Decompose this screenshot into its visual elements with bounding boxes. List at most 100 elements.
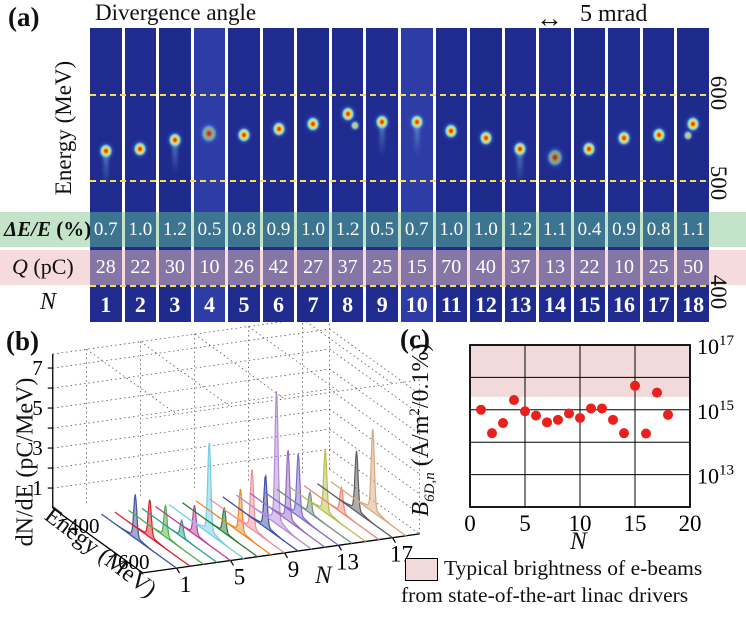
delta-e-value: 0.5 [193, 212, 226, 247]
svg-text:10: 10 [569, 511, 592, 536]
beam-secondary-spot [682, 128, 695, 142]
n-axis-label-b: N [315, 562, 332, 589]
dnde-axis-label: dN/dE (pC/MeV) [12, 377, 39, 547]
beam-image-column: 1.2 30 3 [159, 28, 191, 322]
beam-image-column: 1.2 37 8 [331, 28, 364, 322]
charge-value: 28 [90, 250, 122, 285]
beam-tail [103, 155, 109, 186]
brightness-axis-symbol: B [408, 501, 435, 517]
shot-number-row-label: N [40, 289, 57, 315]
beam-spot [96, 141, 115, 162]
svg-text:9: 9 [288, 557, 300, 582]
beam-spot [511, 139, 530, 160]
charge-value: 27 [297, 250, 329, 285]
shot-number-value: 14 [543, 292, 566, 317]
beam-image-column: 0.9 10 16 [608, 28, 640, 322]
delta-e-value: 1.1 [677, 212, 709, 247]
delta-e-value: 0.7 [400, 212, 433, 247]
beam-image-column: 0.5 10 4 [193, 28, 226, 322]
svg-text:1: 1 [32, 476, 43, 500]
beam-spot [131, 139, 150, 160]
panel-a-label: (a) [8, 2, 40, 32]
divergence-angle-title: Divergence angle [95, 0, 257, 25]
svg-text:15: 15 [624, 511, 647, 536]
delta-e-value: 1.0 [124, 212, 157, 247]
delta-e-value: 1.1 [539, 212, 571, 247]
beam-spot [649, 124, 668, 145]
beam-image-column: 0.7 28 1 [90, 28, 122, 322]
svg-text:5: 5 [234, 565, 246, 590]
beam-image-column: 1.1 50 18 [677, 28, 709, 322]
energy-axis-label: Energy (MeV) [51, 60, 76, 196]
delta-e-value: 1.0 [470, 212, 502, 247]
shot-number-value: 12 [474, 292, 497, 317]
beam-spot [198, 121, 221, 147]
shot-number-value: 3 [169, 292, 181, 317]
charge-value: 15 [400, 250, 433, 285]
delta-e-value: 1.0 [435, 212, 468, 247]
svg-text:400: 400 [68, 514, 100, 538]
beam-image-column: 1.0 40 12 [470, 28, 502, 322]
svg-text:1013: 1013 [697, 463, 734, 489]
charge-value: 50 [677, 250, 709, 285]
svg-text:20: 20 [679, 511, 702, 536]
beam-image-column: 0.7 15 10 [400, 28, 433, 322]
shot-number-value: 11 [440, 292, 462, 317]
delta-e-value: 0.8 [228, 212, 260, 247]
delta-e-value: 1.2 [504, 212, 537, 247]
charge-row-label: Q (pC) [12, 254, 74, 280]
charge-value: 25 [366, 250, 398, 285]
energy-line-600 [90, 94, 710, 96]
beam-image-column: 1.2 37 13 [504, 28, 537, 322]
beam-spot [615, 128, 634, 149]
delta-e-value: 0.4 [573, 212, 606, 247]
beam-spot [165, 130, 184, 151]
beam-spot [269, 119, 288, 140]
shot-number-value: 16 [613, 292, 636, 317]
legend-text-line1: Typical brightness of e-beams [444, 556, 703, 580]
beam-spot [407, 111, 426, 132]
charge-row-label-unit: (pC) [27, 254, 74, 279]
shot-number-value: 5 [238, 292, 250, 317]
svg-text:1: 1 [180, 572, 192, 597]
brightness-axis-unit-1: (A/m [408, 415, 435, 473]
svg-text:0: 0 [464, 511, 476, 536]
beam-spot [476, 128, 495, 149]
shot-number-value: 2 [134, 292, 146, 317]
charge-value: 30 [159, 250, 191, 285]
beam-image-column: 0.4 22 15 [573, 28, 606, 322]
beam-spot [234, 124, 253, 145]
shot-number-value: 9 [376, 292, 388, 317]
charge-value: 10 [193, 250, 226, 285]
panel-b-label: (b) [6, 326, 39, 356]
legend-swatch [405, 558, 438, 581]
beam-spot [442, 121, 461, 142]
svg-text:7: 7 [32, 356, 43, 380]
shot-number-value: 13 [509, 292, 532, 317]
delta-e-row-label: ΔE/E (%) [4, 217, 91, 242]
charge-value: 25 [642, 250, 675, 285]
charge-value: 22 [124, 250, 157, 285]
delta-e-value: 1.2 [331, 212, 364, 247]
beam-spot [304, 113, 323, 134]
beam-image-column: 1.0 27 7 [297, 28, 329, 322]
beam-tail [379, 125, 385, 156]
energy-tick-500: 500 [706, 165, 731, 201]
delta-e-value: 0.8 [642, 212, 675, 247]
beam-spot [543, 144, 566, 170]
svg-text:1017: 1017 [697, 333, 735, 359]
delta-e-value: 1.0 [297, 212, 329, 247]
delta-e-value: 0.5 [366, 212, 398, 247]
delta-e-value: 1.2 [159, 212, 191, 247]
charge-value: 22 [573, 250, 606, 285]
beam-image-column: 1.0 22 2 [124, 28, 157, 322]
beam-spot [373, 111, 392, 132]
shot-number-value: 7 [307, 292, 319, 317]
delta-e-value: 0.9 [262, 212, 295, 247]
brightness-axis-unit-2: /0.1%) [408, 343, 435, 409]
delta-e-value: 0.9 [608, 212, 640, 247]
shot-number-value: 4 [203, 292, 215, 317]
beam-image-column: 0.9 42 6 [262, 28, 295, 322]
